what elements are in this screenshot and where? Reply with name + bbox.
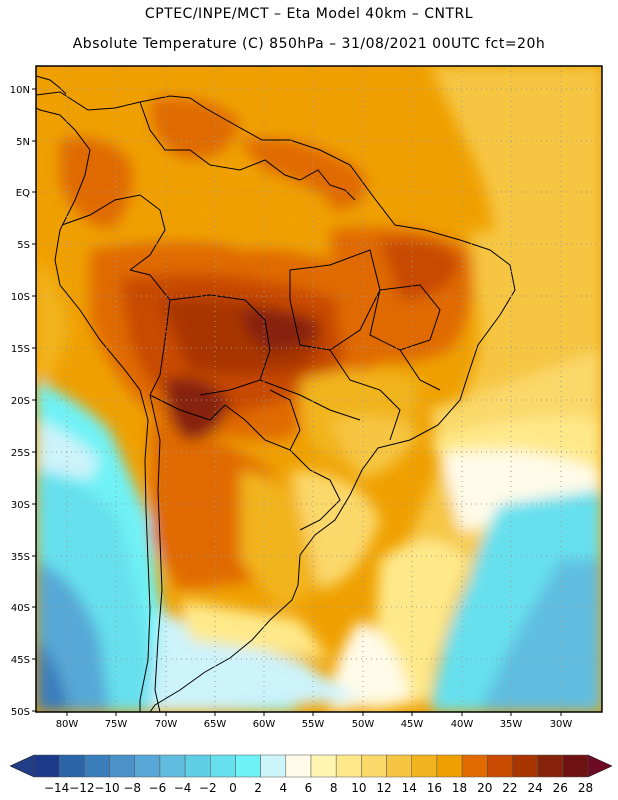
colorbar-swatch: [436, 754, 463, 778]
lat-label: EQ: [16, 188, 30, 199]
colorbar-label: −4: [174, 781, 192, 795]
lat-label: 15S: [11, 344, 30, 355]
border-ven-bra: [209, 159, 301, 181]
colorbar-swatch: [260, 754, 287, 778]
colorbar-swatch: [134, 754, 161, 778]
colorbar-swatch: [537, 754, 564, 778]
lat-label: 20S: [11, 396, 30, 407]
lon-label: 75W: [105, 719, 128, 730]
lat-label: 5N: [16, 137, 30, 148]
colorbar-label: 6: [305, 781, 313, 795]
lat-label: 30S: [11, 500, 30, 511]
brazil-states: [259, 249, 441, 441]
colorbar-label: 22: [502, 781, 517, 795]
colorbar-swatch: [310, 754, 337, 778]
border-peru-bol: [149, 299, 171, 396]
colorbar-swatch: [335, 754, 362, 778]
colorbar-label: −2: [199, 781, 217, 795]
lat-label: 10N: [10, 85, 30, 96]
lon-label: 60W: [253, 719, 276, 730]
colorbar-swatch: [461, 754, 488, 778]
central-america-coast: [36, 75, 67, 95]
colorbar-swatch: [487, 754, 513, 778]
map-title: CPTEC/INPE/MCT – Eta Model 40km – CNTRL: [144, 6, 474, 22]
lon-label: 65W: [204, 719, 227, 730]
lon-label: 35W: [500, 719, 523, 730]
colorbar-swatch: [411, 754, 438, 778]
colorbar-label: 20: [477, 781, 492, 795]
border-guianas: [299, 169, 356, 201]
latitude-axis: [32, 88, 36, 712]
colorbar-swatch: [210, 754, 236, 778]
lon-label: 55W: [302, 719, 325, 730]
land-outlines: [36, 75, 516, 712]
border-arg-bra-uru: [289, 449, 341, 531]
temperature-field: [36, 66, 602, 712]
longitude-axis: [66, 712, 562, 716]
lon-label: 70W: [155, 719, 178, 730]
lon-label: 50W: [352, 719, 375, 730]
colorbar-label: 26: [553, 781, 568, 795]
lat-label: 10S: [11, 292, 30, 303]
colorbar-label: −14: [44, 781, 69, 795]
colorbar-label: −8: [123, 781, 141, 795]
colorbar-swatch: [159, 754, 186, 778]
colorbar-swatch: [33, 754, 60, 778]
lon-label: 80W: [56, 719, 79, 730]
lat-label: 35S: [11, 552, 30, 563]
colorbar-swatch: [184, 754, 211, 778]
border-bol-arg: [149, 394, 226, 421]
colorbar: −14 −12 −10 −8 −6 −4 −2 0 2 4 6 8 10 12 14 16 18 20 22 24 26…: [9, 754, 613, 795]
colorbar-swatch: [285, 754, 312, 778]
colorbar-swatch: [58, 754, 85, 778]
colorbar-label: 14: [402, 781, 417, 795]
lat-label: 45S: [11, 655, 30, 666]
lon-label: 40W: [451, 719, 474, 730]
border-col-ecu-peru: [61, 194, 166, 271]
colorbar-swatch: [361, 754, 387, 778]
map-frame: [35, 65, 603, 713]
colorbar-label: 2: [254, 781, 262, 795]
colorbar-label: −6: [149, 781, 167, 795]
colorbar-label: −10: [94, 781, 119, 795]
lat-label: 40S: [11, 603, 30, 614]
colorbar-label: 10: [351, 781, 366, 795]
colorbar-label: 18: [452, 781, 467, 795]
colorbar-swatch: [84, 754, 110, 778]
colorbar-label: 28: [578, 781, 593, 795]
colorbar-label: 24: [527, 781, 542, 795]
map-subtitle: Absolute Temperature (C) 850hPa – 31/08/…: [72, 36, 546, 52]
colorbar-label: 8: [330, 781, 338, 795]
lat-label: 5S: [17, 240, 30, 251]
lat-label: 50S: [11, 707, 30, 718]
border-peru-bra: [129, 269, 266, 321]
colorbar-swatch: [512, 754, 538, 778]
border-chile-arg: [149, 394, 163, 712]
border-ven-col: [139, 101, 211, 166]
colorbar-swatch: [386, 754, 412, 778]
colorbar-under-arrow: [9, 754, 35, 778]
lon-label: 30W: [550, 719, 573, 730]
colorbar-label: 16: [427, 781, 442, 795]
colorbar-swatch: [235, 754, 261, 778]
south-america-coastline: [36, 91, 516, 712]
colorbar-label: 4: [279, 781, 287, 795]
lat-label: 25S: [11, 448, 30, 459]
colorbar-over-arrow: [587, 754, 613, 778]
colorbar-label: 12: [376, 781, 391, 795]
colorbar-label: −12: [69, 781, 94, 795]
colorbar-swatch: [562, 754, 589, 778]
colorbar-swatch: [109, 754, 135, 778]
lon-label: 45W: [401, 719, 424, 730]
colorbar-label: 0: [229, 781, 237, 795]
